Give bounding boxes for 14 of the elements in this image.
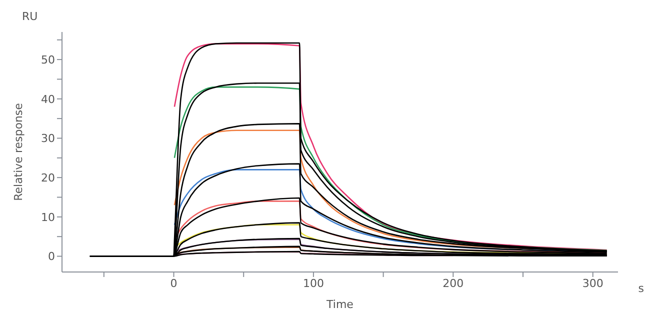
y-tick-label: 0 [48, 250, 55, 264]
y-tick-label: 20 [41, 171, 55, 184]
x-tick-label: 300 [582, 276, 604, 290]
y-tick-label: 10 [41, 210, 55, 224]
x-axis-title: Time [326, 298, 354, 311]
x-tick-label: 200 [442, 276, 464, 290]
x-tick-label: 0 [170, 276, 178, 290]
y-tick-label: 40 [41, 92, 55, 106]
y-tick-label: 50 [41, 53, 55, 66]
text: s [638, 282, 644, 295]
y-axis-title: Relative response [12, 102, 25, 201]
y-tick-label: 30 [41, 132, 55, 146]
text: RU [22, 10, 38, 23]
x-tick-label: 100 [302, 276, 324, 290]
